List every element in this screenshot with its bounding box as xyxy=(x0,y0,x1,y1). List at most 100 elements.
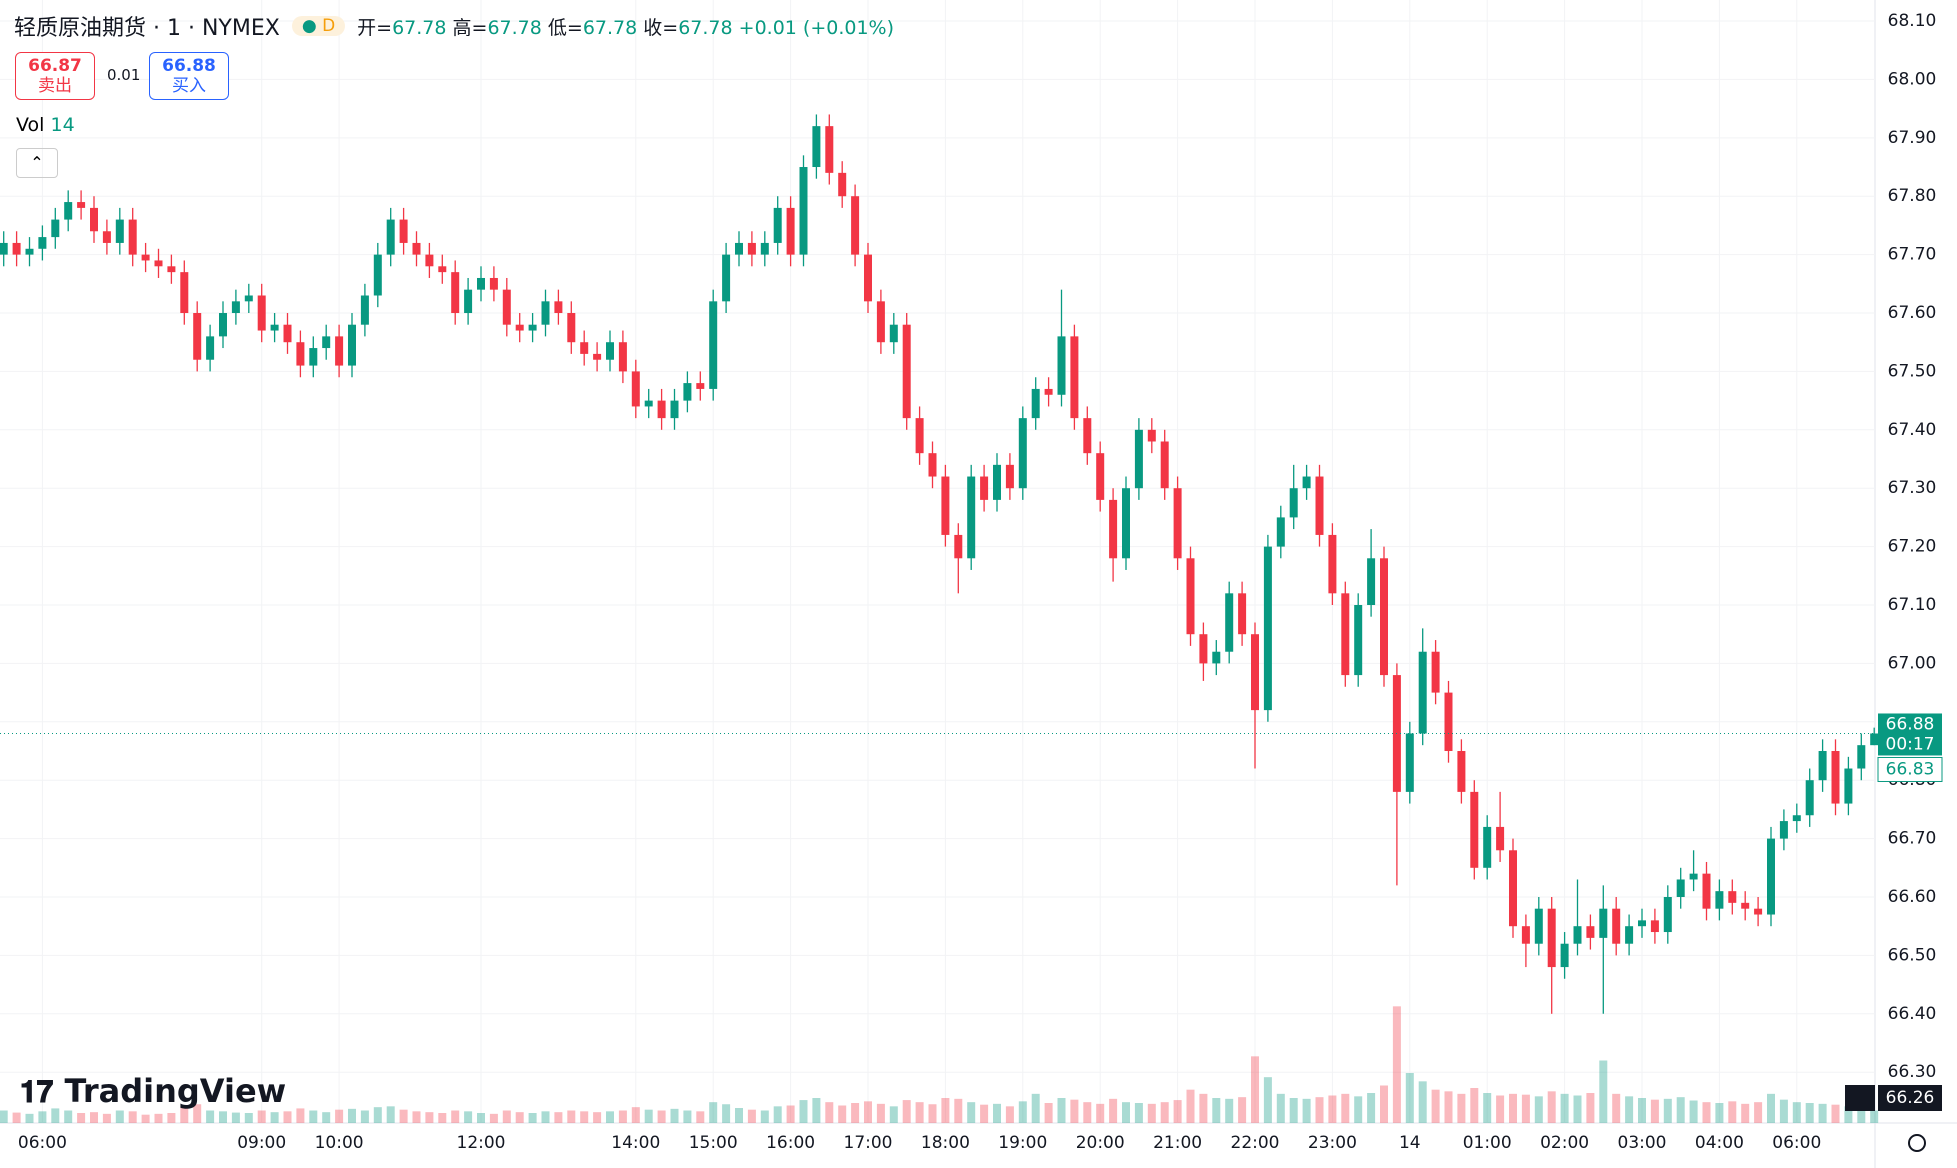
candle-body xyxy=(193,313,202,360)
volume-bar xyxy=(115,1110,124,1123)
candle-body xyxy=(1560,943,1569,968)
volume-bar xyxy=(606,1111,614,1123)
symbol-title[interactable]: 轻质原油期货 · 1 · NYMEX xyxy=(14,16,280,41)
bid-label: 卖出 xyxy=(38,76,72,96)
candle-body xyxy=(812,126,821,168)
volume-bar xyxy=(1380,1085,1388,1123)
volume-bar xyxy=(1328,1095,1337,1123)
buy-button[interactable]: 66.88 买入 xyxy=(149,52,229,100)
x-tick-label: 16:00 xyxy=(766,1133,815,1153)
volume-bar xyxy=(1612,1093,1621,1123)
volume-bar xyxy=(1663,1098,1672,1123)
volume-bar xyxy=(206,1110,215,1123)
volume-bar xyxy=(489,1113,498,1123)
candle-body xyxy=(1470,791,1479,868)
ohlc-key: 低= xyxy=(547,16,583,39)
candle-body xyxy=(1238,593,1247,635)
change: +0.01 (+0.01%) xyxy=(738,16,895,39)
volume-bar xyxy=(735,1108,743,1123)
y-tick-label: 67.20 xyxy=(1888,537,1937,557)
candle-body xyxy=(773,207,782,243)
settings-icon xyxy=(1908,1134,1926,1152)
volume-bar xyxy=(0,1110,8,1123)
volume-bar xyxy=(1792,1102,1801,1123)
candle-body xyxy=(25,248,34,255)
volume-bar xyxy=(1392,1006,1401,1123)
candle-body xyxy=(941,476,950,535)
candle-body xyxy=(1818,751,1827,781)
candle-body xyxy=(696,383,705,389)
candle-body xyxy=(1573,926,1582,944)
candle-body xyxy=(1096,453,1105,500)
candle-body xyxy=(115,219,124,243)
volume-bar xyxy=(1289,1098,1298,1123)
candle-body xyxy=(1599,908,1608,938)
candle-body xyxy=(735,242,743,255)
candle-body xyxy=(1689,873,1698,880)
candle-body xyxy=(670,400,679,419)
candle-body xyxy=(373,254,382,296)
volume-bar xyxy=(657,1110,666,1123)
candle-body xyxy=(1857,745,1866,769)
volume-bar xyxy=(1650,1099,1659,1123)
candle-body xyxy=(1521,926,1530,944)
volume-bar xyxy=(257,1110,266,1123)
sell-button[interactable]: 66.87 卖出 xyxy=(15,52,95,100)
volume-bar xyxy=(1870,1110,1879,1123)
candle-body xyxy=(1496,826,1505,851)
x-tick-label: 06:00 xyxy=(18,1133,67,1153)
volume-bar xyxy=(1109,1098,1118,1123)
candle-body xyxy=(1276,517,1285,547)
volume-bar xyxy=(876,1103,885,1123)
candle-body xyxy=(1792,815,1801,822)
candle-body xyxy=(1263,546,1272,711)
volume-bar xyxy=(102,1113,111,1123)
candle-body xyxy=(90,207,98,232)
volume-bar xyxy=(786,1105,795,1123)
volume-bar xyxy=(1057,1098,1066,1123)
candle-body xyxy=(360,295,369,325)
collapse-button[interactable]: ⌃ xyxy=(16,148,58,178)
volume-bar xyxy=(980,1104,989,1123)
volume-bar xyxy=(528,1113,537,1123)
crosshair-button[interactable] xyxy=(1845,1085,1875,1111)
volume-bar xyxy=(1509,1093,1517,1123)
y-tick-label: 67.40 xyxy=(1888,420,1937,440)
candle-body xyxy=(1483,826,1492,868)
volume-bar xyxy=(25,1113,34,1123)
candle-body xyxy=(1225,593,1234,652)
volume-bar xyxy=(954,1098,963,1123)
candle-body xyxy=(412,242,421,255)
candle-body xyxy=(1831,751,1840,804)
second-price-tag xyxy=(1877,756,1943,782)
volume-bar xyxy=(1444,1091,1453,1123)
volume-bar xyxy=(1857,1105,1866,1123)
volume-bar xyxy=(154,1113,163,1123)
candle-body xyxy=(644,400,653,407)
candle-body xyxy=(77,202,86,208)
volume-bar xyxy=(1844,1106,1853,1123)
volume-bar xyxy=(1625,1096,1634,1123)
interval-badge[interactable]: ● D xyxy=(291,16,346,36)
candle-body xyxy=(825,126,834,173)
y-tick-label: 66.40 xyxy=(1888,1004,1937,1024)
ohlc-value: 67.78 xyxy=(392,16,447,39)
candle-body xyxy=(864,254,872,302)
candle-body xyxy=(489,277,498,290)
volume-bar xyxy=(915,1102,924,1123)
candle-body xyxy=(244,295,253,302)
volume-bar xyxy=(1483,1093,1492,1123)
volume-bar xyxy=(141,1114,150,1123)
volume-bar xyxy=(1573,1095,1582,1123)
x-tick-label: 23:00 xyxy=(1308,1133,1357,1153)
candle-body xyxy=(425,254,434,267)
volume-bar xyxy=(1083,1102,1092,1123)
volume-bar xyxy=(1122,1102,1130,1123)
candle-body xyxy=(270,324,279,331)
volume-bar xyxy=(709,1102,718,1123)
candle-body xyxy=(180,272,189,314)
volume-bar xyxy=(1186,1089,1195,1123)
volume-bar xyxy=(1496,1095,1505,1123)
volume-bar xyxy=(618,1110,627,1123)
cursor-price-tag xyxy=(1878,1085,1942,1111)
